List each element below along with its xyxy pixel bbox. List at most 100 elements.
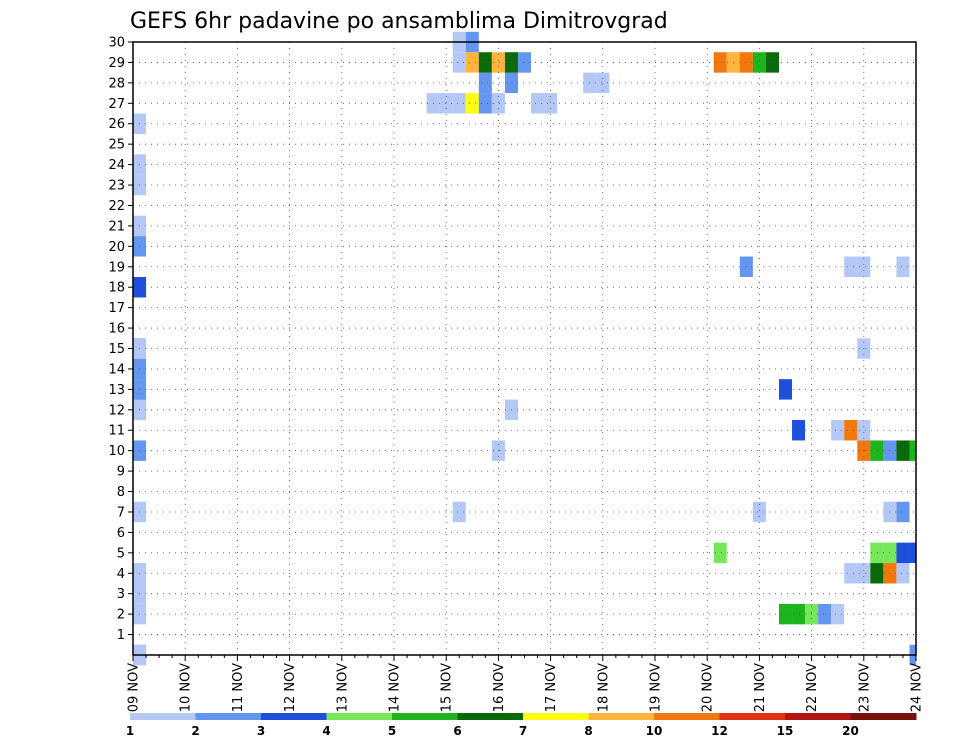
heatmap-cell bbox=[792, 420, 806, 441]
colorbar-legend: 1 2 3 4 5 6 7 8 10 12 15 20 bbox=[126, 713, 917, 738]
colorbar-label: 15 bbox=[777, 724, 794, 738]
colorbar-label: 10 bbox=[646, 724, 663, 738]
y-axis: 1234567891011121314151617181920212223242… bbox=[108, 36, 133, 643]
x-tick-label: 21 NOV bbox=[753, 663, 768, 712]
colorbar-label: 2 bbox=[191, 724, 199, 738]
colorbar-label: 12 bbox=[711, 724, 728, 738]
y-tick-label: 20 bbox=[108, 240, 125, 255]
y-tick-label: 22 bbox=[108, 199, 125, 214]
heatmap-cells bbox=[133, 31, 916, 666]
x-tick-label: 15 NOV bbox=[440, 663, 455, 712]
y-tick-label: 24 bbox=[108, 158, 125, 173]
heatmap-cell bbox=[739, 256, 753, 277]
x-tick-label: 20 NOV bbox=[701, 663, 716, 712]
heatmap-cell bbox=[844, 256, 858, 277]
colorbar-label: 8 bbox=[584, 724, 592, 738]
heatmap-cell bbox=[870, 440, 884, 461]
y-tick-label: 8 bbox=[117, 485, 125, 500]
y-tick-label: 1 bbox=[117, 628, 125, 643]
heatmap-cell bbox=[870, 563, 884, 584]
colorbar-label: 5 bbox=[388, 724, 396, 738]
heatmap-cell bbox=[517, 52, 532, 73]
y-tick-label: 30 bbox=[108, 36, 125, 51]
colorbar-label: 7 bbox=[519, 724, 527, 738]
heatmap-cell bbox=[778, 603, 793, 625]
x-tick-label: 09 NOV bbox=[127, 663, 142, 712]
x-tick-label: 18 NOV bbox=[596, 663, 611, 712]
heatmap-cell bbox=[465, 93, 479, 114]
y-tick-label: 19 bbox=[108, 260, 125, 275]
y-tick-label: 4 bbox=[117, 567, 125, 582]
y-tick-label: 9 bbox=[117, 465, 125, 480]
colorbar-swatch bbox=[523, 713, 589, 720]
heatmap-cell bbox=[765, 52, 779, 73]
heatmap-cell bbox=[844, 563, 858, 584]
colorbar-swatch bbox=[326, 713, 393, 720]
heatmap-cell bbox=[857, 563, 871, 584]
y-tick-label: 7 bbox=[117, 505, 125, 520]
colorbar-swatch bbox=[392, 713, 458, 720]
colorbar-label: 20 bbox=[842, 724, 859, 738]
chart-title: GEFS 6hr padavine po ansamblima Dimitrov… bbox=[130, 9, 668, 34]
heatmap-cell bbox=[596, 72, 610, 94]
heatmap-cell bbox=[831, 420, 845, 441]
x-tick-label: 17 NOV bbox=[544, 663, 559, 712]
colorbar-swatch bbox=[457, 713, 524, 720]
gridlines bbox=[133, 41, 916, 655]
heatmap-cell bbox=[896, 440, 910, 461]
x-tick-label: 23 NOV bbox=[857, 663, 872, 712]
heatmap-cell bbox=[857, 256, 871, 277]
y-tick-label: 6 bbox=[117, 526, 125, 541]
colorbar-swatch bbox=[130, 713, 196, 720]
y-tick-label: 17 bbox=[108, 301, 125, 316]
heatmap-cell bbox=[478, 72, 492, 94]
heatmap-cell bbox=[778, 379, 793, 400]
y-tick-label: 25 bbox=[108, 138, 125, 153]
y-tick-label: 29 bbox=[108, 56, 125, 71]
heatmap-cell bbox=[909, 440, 916, 461]
heatmap-cell bbox=[909, 542, 916, 564]
x-tick-label: 22 NOV bbox=[805, 663, 820, 712]
x-tick-label: 14 NOV bbox=[388, 663, 403, 712]
colorbar-swatch bbox=[261, 713, 327, 720]
y-tick-label: 21 bbox=[108, 219, 125, 234]
y-tick-label: 27 bbox=[108, 97, 125, 112]
heatmap-cell bbox=[465, 52, 479, 73]
x-tick-label: 16 NOV bbox=[492, 663, 507, 712]
y-tick-label: 5 bbox=[117, 546, 125, 561]
heatmap-cell bbox=[452, 501, 466, 523]
heatmap-cell bbox=[752, 52, 766, 73]
colorbar-swatch bbox=[785, 713, 851, 720]
x-tick-label: 19 NOV bbox=[649, 663, 664, 712]
heatmap-cell bbox=[531, 93, 545, 114]
heatmap-cell bbox=[452, 52, 466, 73]
heatmap-cell bbox=[870, 542, 884, 564]
y-tick-label: 12 bbox=[108, 403, 125, 418]
y-tick-label: 14 bbox=[108, 362, 125, 377]
heatmap-cell bbox=[844, 420, 858, 441]
heatmap-cell bbox=[896, 501, 910, 523]
heatmap-cell bbox=[896, 563, 910, 584]
heatmap-cell bbox=[818, 603, 832, 625]
heatmap-cell bbox=[491, 93, 505, 114]
heatmap-cell bbox=[544, 93, 558, 114]
x-tick-label: 11 NOV bbox=[231, 663, 246, 712]
x-tick-label: 12 NOV bbox=[283, 663, 298, 712]
plot-frame bbox=[132, 41, 917, 656]
colorbar-swatch bbox=[654, 713, 720, 720]
colorbar-label: 4 bbox=[322, 724, 330, 738]
y-tick-label: 23 bbox=[108, 179, 125, 194]
colorbar-label: 1 bbox=[126, 724, 134, 738]
y-tick-label: 2 bbox=[117, 608, 125, 623]
colorbar-swatch bbox=[850, 713, 917, 720]
heatmap-cell bbox=[831, 603, 845, 625]
heatmap-cell bbox=[713, 52, 727, 73]
heatmap-cell bbox=[752, 501, 766, 523]
x-axis: 09 NOV 10 NOV 11 NOV 12 NOV 13 NOV 14 NOV 15 N… bbox=[127, 655, 925, 712]
y-tick-label: 15 bbox=[108, 342, 125, 357]
y-tick-label: 11 bbox=[108, 424, 125, 439]
heatmap-cell bbox=[713, 542, 727, 564]
y-tick-label: 3 bbox=[117, 587, 125, 602]
heatmap-cell bbox=[896, 256, 910, 277]
